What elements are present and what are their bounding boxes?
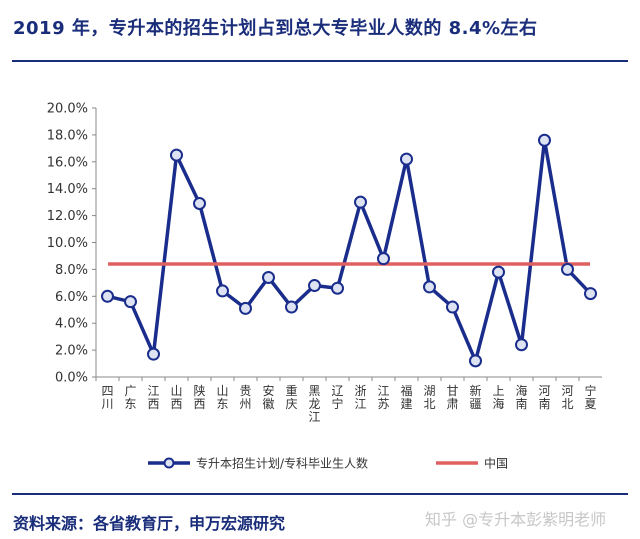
data-point (446, 300, 459, 314)
legend-label-china: 中国 (484, 456, 508, 471)
y-tick-label: 18.0% (47, 128, 88, 143)
data-point (492, 265, 505, 279)
data-point (308, 279, 321, 293)
x-tick-label: 陕西 (193, 383, 205, 411)
watermark: 知乎 @专升本彭紫明老师 (425, 510, 607, 529)
data-point (354, 195, 367, 209)
y-axis-ticks: 0.0% 2.0% 4.0% 6.0% 8.0% 10.0% 12.0% 14.0% 16.0%… (47, 102, 96, 386)
legend-marker-main (163, 457, 175, 469)
x-tick-label: 湖北 (423, 383, 435, 411)
y-tick-label: 0.0% (55, 371, 88, 386)
x-tick-label: 河南 (538, 384, 550, 411)
bottom-divider (12, 493, 628, 495)
x-tick-label: 宁夏 (584, 383, 596, 411)
data-point (262, 270, 275, 284)
y-tick-label: 2.0% (55, 344, 88, 359)
x-tick-label: 重庆 (285, 384, 297, 411)
x-tick-label: 黑龙江 (308, 384, 320, 424)
y-tick-label: 8.0% (55, 263, 88, 278)
data-point (377, 252, 390, 266)
x-tick-label: 辽宁 (331, 384, 343, 411)
x-tick-label: 安徽 (262, 383, 274, 411)
data-point (538, 133, 551, 147)
y-tick-label: 12.0% (47, 209, 88, 224)
x-tick-label: 贵州 (239, 384, 251, 411)
x-tick-label: 上海 (492, 384, 504, 411)
x-tick-label: 江苏 (377, 384, 389, 411)
x-tick-label: 甘肃 (446, 384, 458, 411)
x-tick-label: 福建 (400, 383, 412, 411)
y-tick-label: 6.0% (55, 290, 88, 305)
chart-title: 2019 年，专升本的招生计划占到总大专毕业人数的 8.4%左右 (13, 18, 538, 39)
x-tick-label: 江西 (147, 384, 159, 411)
y-tick-label: 16.0% (47, 155, 88, 170)
top-divider (12, 60, 628, 62)
data-point (193, 196, 206, 210)
data-point (285, 300, 298, 314)
series-points (101, 133, 597, 368)
x-tick-label: 山东 (216, 384, 228, 411)
data-point (584, 287, 597, 301)
x-tick-label: 四川 (101, 384, 113, 411)
data-point (239, 301, 252, 315)
x-tick-label: 海南 (515, 383, 527, 411)
y-tick-label: 14.0% (47, 182, 88, 197)
series-line-main (107, 138, 592, 363)
data-point (124, 295, 137, 309)
y-tick-label: 4.0% (55, 317, 88, 332)
data-point (101, 289, 114, 303)
x-tick-label: 山西 (170, 384, 182, 411)
data-point (216, 284, 229, 298)
data-point (469, 354, 482, 368)
x-tick-label: 浙江 (354, 384, 366, 411)
x-tick-label: 新疆 (469, 383, 481, 411)
chart-legend: 专升本招生计划/专科毕业生人数 中国 (148, 456, 508, 471)
y-tick-label: 10.0% (47, 236, 88, 251)
data-point (170, 148, 183, 162)
y-tick-label: 20.0% (47, 102, 88, 117)
series-lines (107, 138, 592, 363)
data-point (331, 281, 344, 295)
data-point (400, 152, 413, 166)
source-note: 资料来源：各省教育厅，申万宏源研究 (13, 514, 286, 533)
data-point (561, 262, 574, 276)
data-point (515, 338, 528, 352)
legend-label-main: 专升本招生计划/专科毕业生人数 (196, 456, 368, 471)
x-tick-label: 广东 (124, 384, 136, 411)
data-point (423, 280, 436, 294)
x-tick-label: 河北 (561, 384, 573, 411)
x-axis-category-labels: 四川广东江西山西陕西山东贵州安徽重庆黑龙江辽宁浙江江苏福建湖北甘肃新疆上海海南河… (95, 377, 597, 424)
data-point (147, 347, 160, 361)
